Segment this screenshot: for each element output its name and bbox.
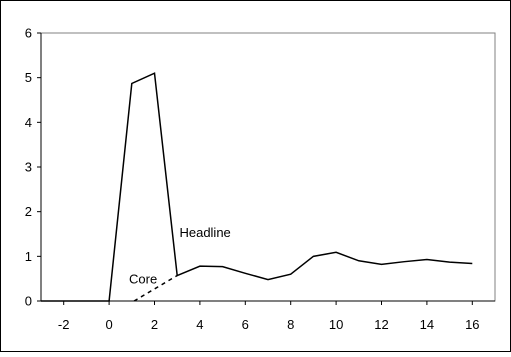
series-layer bbox=[41, 72, 473, 302]
series-label-headline: Headline bbox=[179, 225, 230, 240]
x-tick-label: 0 bbox=[105, 317, 112, 332]
x-tick-label: 8 bbox=[287, 317, 294, 332]
x-tick-label: 6 bbox=[242, 317, 249, 332]
x-tick-label: 12 bbox=[374, 317, 388, 332]
y-tick-label: 2 bbox=[25, 204, 32, 219]
x-tick-label: 14 bbox=[420, 317, 434, 332]
y-tick-label: 1 bbox=[25, 249, 32, 264]
x-tick-label: 10 bbox=[329, 317, 343, 332]
x-tick-label: 16 bbox=[465, 317, 479, 332]
x-tick-label: 2 bbox=[151, 317, 158, 332]
series-line-core bbox=[133, 274, 178, 302]
y-tick-label: 6 bbox=[25, 26, 32, 41]
series-label-core: Core bbox=[129, 272, 157, 287]
y-tick-label: 4 bbox=[25, 115, 32, 130]
y-tick-label: 0 bbox=[25, 294, 32, 309]
y-tick-label: 5 bbox=[25, 70, 32, 85]
annotations: Headline Core bbox=[129, 225, 231, 287]
y-tick-label: 3 bbox=[25, 160, 32, 175]
x-tick-label: 4 bbox=[196, 317, 203, 332]
x-tick-label: -2 bbox=[58, 317, 70, 332]
series-line-headline bbox=[41, 72, 473, 302]
